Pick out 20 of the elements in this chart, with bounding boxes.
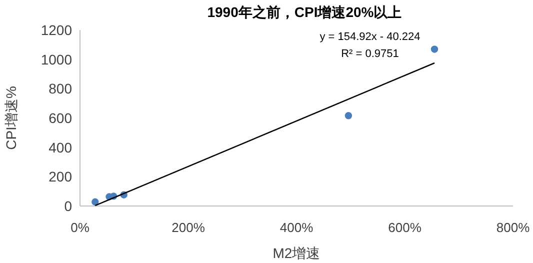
annotation: y = 154.92x - 40.224	[320, 31, 420, 43]
x-tick-label: 600%	[388, 220, 422, 235]
x-tick-label: 0%	[70, 220, 90, 235]
y-axis-title: CPI增速%	[3, 86, 19, 150]
y-tick-label: 800	[48, 80, 72, 97]
x-tick-label: 200%	[172, 220, 206, 235]
y-tick-label: 600	[48, 110, 72, 126]
point	[92, 198, 99, 206]
point	[344, 112, 352, 120]
y-tick-label: 400	[48, 139, 72, 156]
x-tick-label: 800%	[496, 220, 530, 235]
x-axis-title: M2增速	[272, 245, 320, 261]
chart-title: 1990年之前，CPI增速20%以上	[207, 4, 402, 20]
y-tick-label: 0	[64, 198, 72, 214]
y-tick-label: 1000	[40, 51, 72, 68]
y-tick-label: 200	[48, 168, 72, 185]
annotation: R² = 0.9751	[341, 48, 399, 60]
x-tick-label: 400%	[280, 220, 314, 235]
y-tick-label: 1200	[40, 22, 72, 38]
point	[430, 46, 438, 53]
